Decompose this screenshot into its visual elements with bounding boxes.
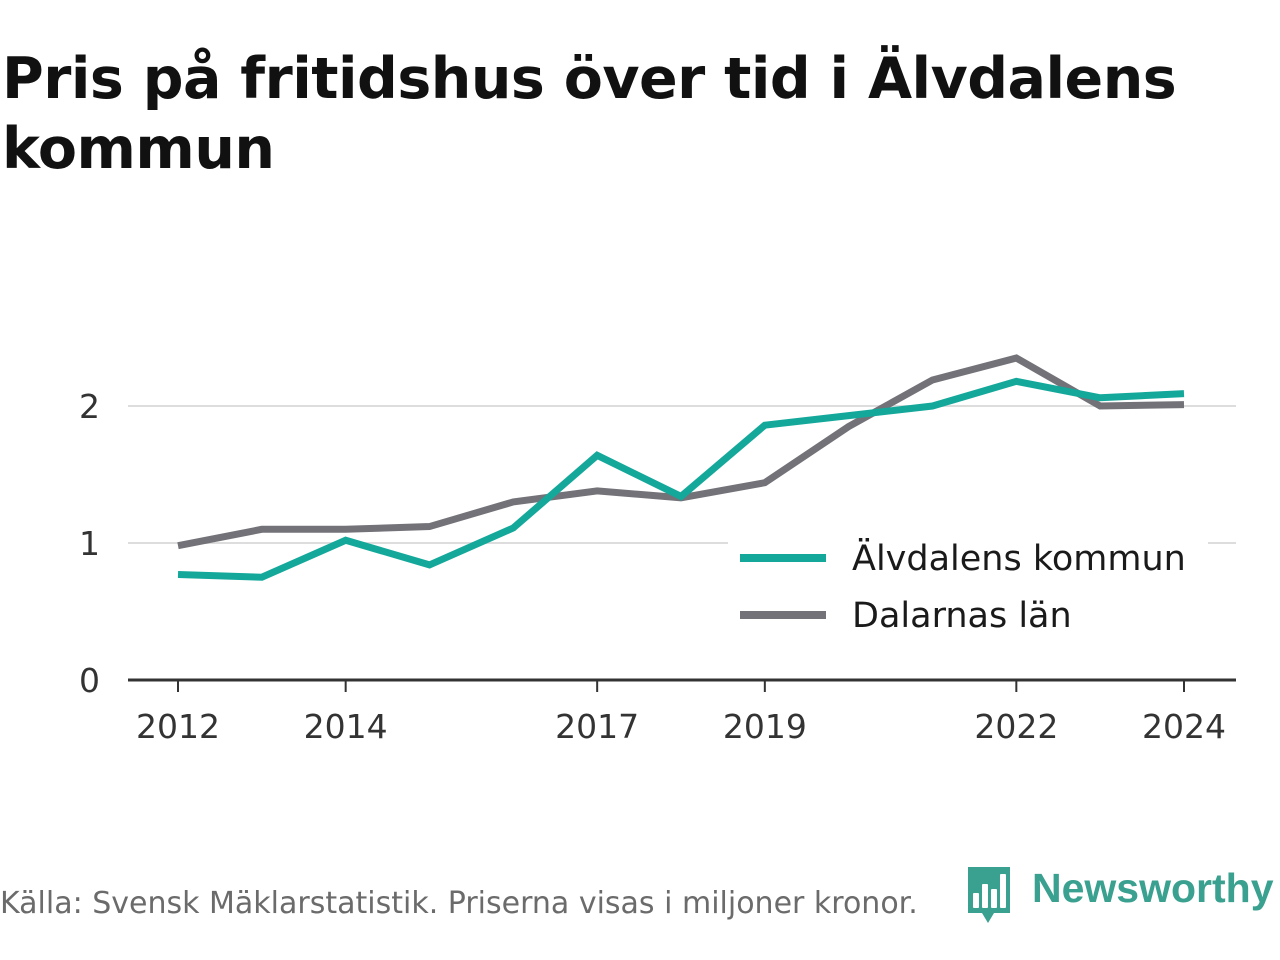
x-tick-label: 2012 <box>136 707 220 746</box>
legend-label-dalarnas-lan: Dalarnas län <box>852 596 1072 636</box>
x-tick-label: 2024 <box>1142 707 1226 746</box>
series-line-alvdalens-kommun <box>177 377 1185 581</box>
legend-background <box>728 530 1208 652</box>
y-tick-label: 1 <box>79 524 100 563</box>
x-tick-label: 2019 <box>723 707 807 746</box>
newsworthy-logo-icon <box>968 867 1010 923</box>
brand-name: Newsworthy <box>1032 864 1274 911</box>
chart-title: Pris på fritidshus över tid i Älvdalens … <box>2 46 1177 182</box>
y-tick-label: 2 <box>79 387 100 426</box>
source-note: Källa: Svensk Mäklarstatistik. Priserna … <box>0 886 918 921</box>
x-axis: 2012 2014 2017 2019 2022 2024 <box>128 678 1236 746</box>
x-tick-label: 2017 <box>555 707 639 746</box>
x-tick-label: 2014 <box>304 707 388 746</box>
legend: Älvdalens kommun Dalarnas län <box>728 530 1208 652</box>
series-lines <box>177 354 1185 581</box>
x-tick-label: 2022 <box>974 707 1058 746</box>
brand-logo[interactable]: Newsworthy <box>964 862 1274 928</box>
legend-label-alvdalens-kommun: Älvdalens kommun <box>852 537 1186 579</box>
y-tick-label: 0 <box>79 661 100 700</box>
